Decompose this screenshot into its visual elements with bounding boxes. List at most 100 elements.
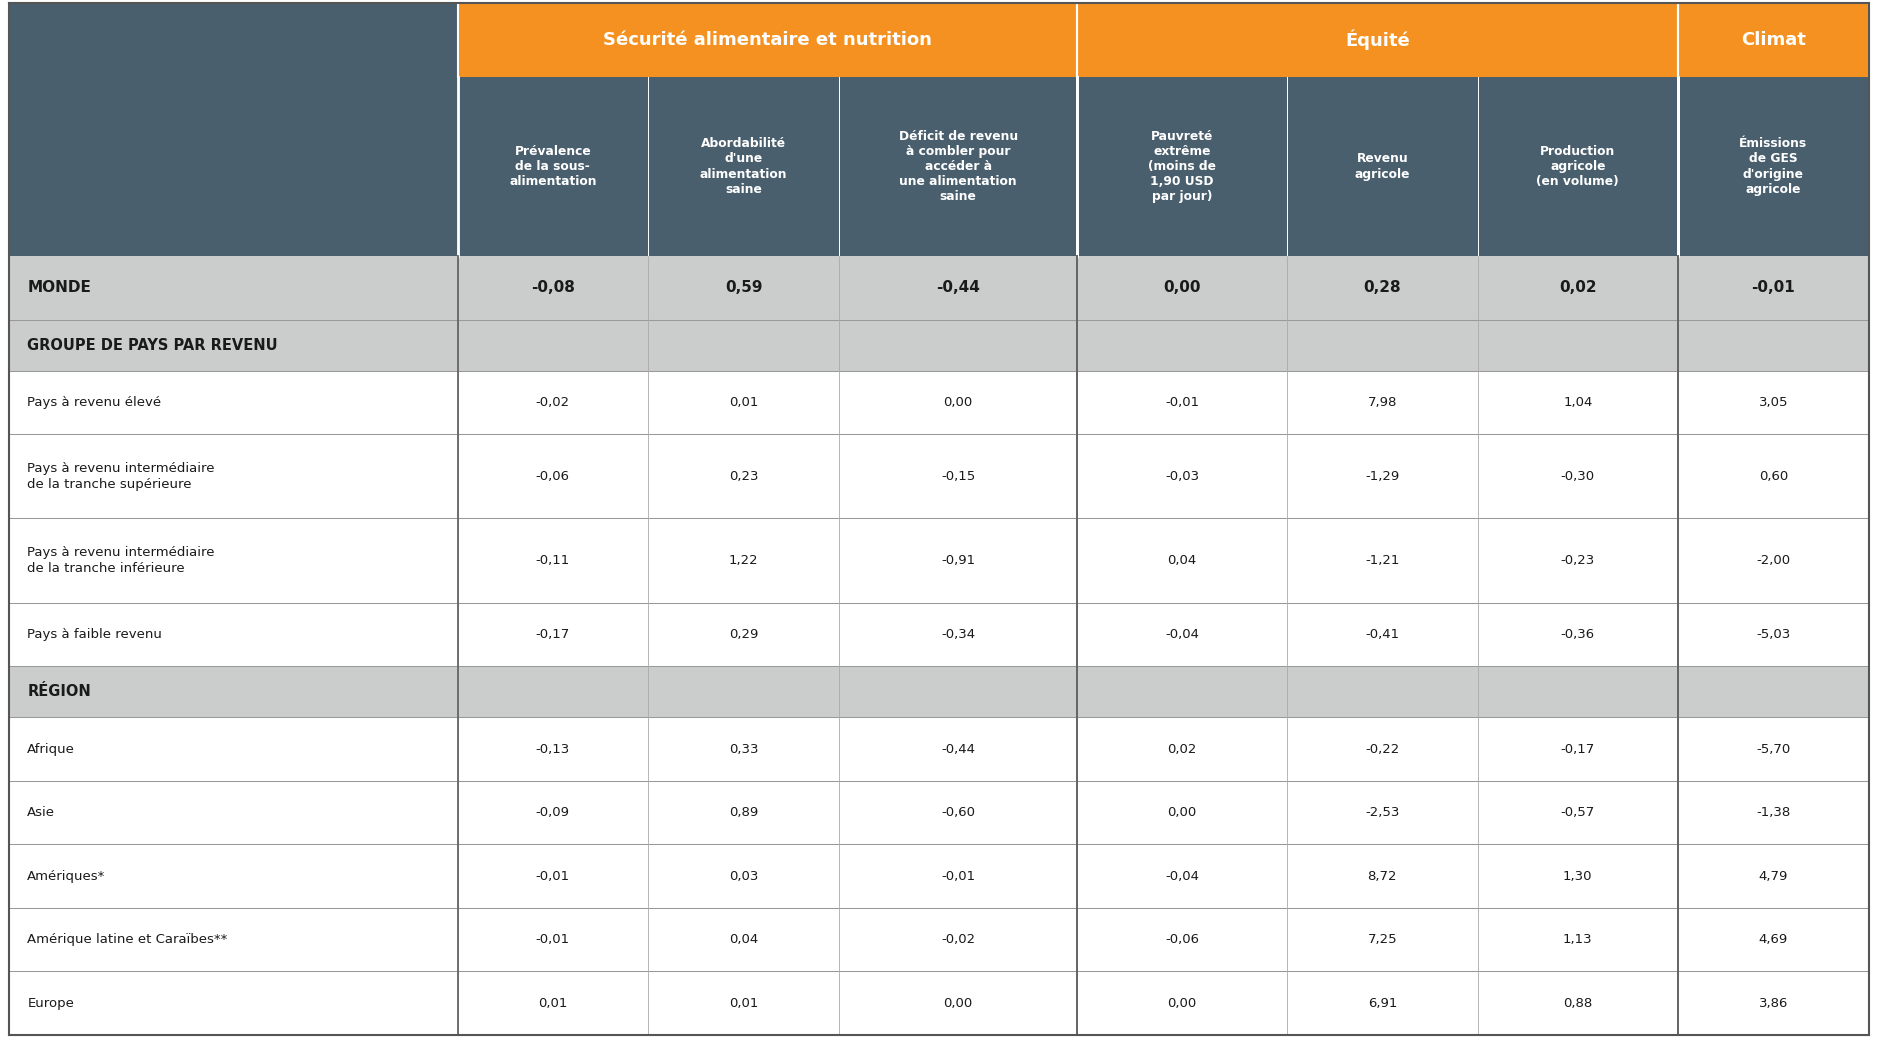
Text: 0,01: 0,01 — [539, 996, 567, 1010]
Text: Asie: Asie — [28, 807, 54, 819]
Text: 0,33: 0,33 — [729, 742, 759, 756]
Text: 1,13: 1,13 — [1562, 933, 1593, 946]
Text: -0,06: -0,06 — [535, 470, 569, 483]
Text: -0,57: -0,57 — [1561, 807, 1594, 819]
Text: -0,08: -0,08 — [531, 280, 575, 296]
Text: Émissions
de GES
d'origine
agricole: Émissions de GES d'origine agricole — [1739, 137, 1807, 196]
Text: Abordabilité
d'une
alimentation
saine: Abordabilité d'une alimentation saine — [700, 137, 787, 196]
Text: 0,04: 0,04 — [1168, 554, 1196, 567]
Text: 0,00: 0,00 — [943, 996, 973, 1010]
Text: -0,23: -0,23 — [1561, 554, 1594, 567]
Text: -0,11: -0,11 — [535, 554, 571, 567]
Bar — [9, 77, 1869, 256]
Text: 0,02: 0,02 — [1559, 280, 1596, 296]
Text: 3,05: 3,05 — [1758, 397, 1788, 409]
Text: Afrique: Afrique — [28, 742, 75, 756]
Text: -0,60: -0,60 — [941, 807, 975, 819]
Bar — [9, 666, 1869, 717]
Text: 4,69: 4,69 — [1758, 933, 1788, 946]
Text: -0,06: -0,06 — [1164, 933, 1200, 946]
Text: -0,01: -0,01 — [535, 870, 569, 882]
Text: 4,79: 4,79 — [1758, 870, 1788, 882]
Bar — [9, 519, 1869, 602]
Text: Europe: Europe — [28, 996, 75, 1010]
Text: -0,17: -0,17 — [1561, 742, 1594, 756]
Text: Amérique latine et Caraïbes**: Amérique latine et Caraïbes** — [28, 933, 227, 946]
Text: Climat: Climat — [1741, 31, 1807, 49]
Text: -0,09: -0,09 — [535, 807, 569, 819]
Text: 0,01: 0,01 — [729, 996, 759, 1010]
Text: -0,02: -0,02 — [941, 933, 975, 946]
Text: -0,01: -0,01 — [1752, 280, 1795, 296]
Text: -0,91: -0,91 — [941, 554, 975, 567]
Text: -0,13: -0,13 — [535, 742, 571, 756]
Bar — [1078, 3, 1677, 77]
Text: 0,28: 0,28 — [1363, 280, 1401, 296]
Text: 1,04: 1,04 — [1562, 397, 1593, 409]
Text: Pays à revenu intermédiaire
de la tranche inférieure: Pays à revenu intermédiaire de la tranch… — [28, 546, 214, 575]
Text: 0,00: 0,00 — [1162, 280, 1200, 296]
Text: 0,03: 0,03 — [729, 870, 759, 882]
Text: 0,29: 0,29 — [729, 628, 759, 640]
Text: Équité: Équité — [1345, 30, 1410, 50]
Text: -0,04: -0,04 — [1164, 870, 1200, 882]
Text: Pays à revenu élevé: Pays à revenu élevé — [28, 397, 162, 409]
Bar — [9, 908, 1869, 972]
Text: -5,70: -5,70 — [1756, 742, 1790, 756]
Text: -0,44: -0,44 — [935, 280, 980, 296]
Text: -0,01: -0,01 — [535, 933, 569, 946]
Text: 1,30: 1,30 — [1562, 870, 1593, 882]
Text: 3,86: 3,86 — [1758, 996, 1788, 1010]
Text: Prévalence
de la sous-
alimentation: Prévalence de la sous- alimentation — [509, 145, 597, 188]
Bar — [9, 371, 1869, 435]
Text: 0,89: 0,89 — [729, 807, 759, 819]
Bar — [9, 844, 1869, 908]
Bar — [1677, 3, 1869, 77]
Text: -0,15: -0,15 — [941, 470, 975, 483]
Text: -1,29: -1,29 — [1365, 470, 1399, 483]
Text: 0,00: 0,00 — [1168, 807, 1196, 819]
Text: -0,01: -0,01 — [1164, 397, 1200, 409]
Bar — [458, 3, 1078, 77]
Text: 0,23: 0,23 — [729, 470, 759, 483]
Text: -1,38: -1,38 — [1756, 807, 1790, 819]
Text: RÉGION: RÉGION — [28, 684, 90, 700]
Text: -0,17: -0,17 — [535, 628, 571, 640]
Text: -1,21: -1,21 — [1365, 554, 1399, 567]
Bar — [9, 256, 1869, 320]
Text: Amériques*: Amériques* — [28, 870, 105, 882]
Text: 0,59: 0,59 — [725, 280, 762, 296]
Bar — [9, 602, 1869, 666]
Text: -0,22: -0,22 — [1365, 742, 1399, 756]
Text: Sécurité alimentaire et nutrition: Sécurité alimentaire et nutrition — [603, 31, 931, 49]
Text: -2,00: -2,00 — [1756, 554, 1790, 567]
Text: 7,98: 7,98 — [1367, 397, 1397, 409]
Text: 6,91: 6,91 — [1367, 996, 1397, 1010]
Text: -2,53: -2,53 — [1365, 807, 1399, 819]
Text: 0,00: 0,00 — [943, 397, 973, 409]
Text: GROUPE DE PAYS PAR REVENU: GROUPE DE PAYS PAR REVENU — [28, 337, 278, 353]
Text: Production
agricole
(en volume): Production agricole (en volume) — [1536, 145, 1619, 188]
Bar — [9, 972, 1869, 1035]
Text: Revenu
agricole: Revenu agricole — [1354, 153, 1410, 181]
Text: -5,03: -5,03 — [1756, 628, 1790, 640]
Bar — [9, 717, 1869, 781]
Text: -0,34: -0,34 — [941, 628, 975, 640]
Bar — [9, 320, 1869, 371]
Text: 7,25: 7,25 — [1367, 933, 1397, 946]
Text: 0,04: 0,04 — [729, 933, 759, 946]
Text: -0,01: -0,01 — [941, 870, 975, 882]
Text: 1,22: 1,22 — [729, 554, 759, 567]
Text: -0,04: -0,04 — [1164, 628, 1200, 640]
Text: 0,88: 0,88 — [1562, 996, 1593, 1010]
Text: -0,41: -0,41 — [1365, 628, 1399, 640]
Text: Pays à revenu intermédiaire
de la tranche supérieure: Pays à revenu intermédiaire de la tranch… — [28, 462, 214, 491]
Text: Pays à faible revenu: Pays à faible revenu — [28, 628, 162, 640]
Text: -0,44: -0,44 — [941, 742, 975, 756]
Text: -0,02: -0,02 — [535, 397, 569, 409]
Bar — [9, 781, 1869, 844]
Text: Pauvreté
extrême
(moins de
1,90 USD
par jour): Pauvreté extrême (moins de 1,90 USD par … — [1147, 130, 1217, 203]
Text: -0,03: -0,03 — [1164, 470, 1200, 483]
Bar — [9, 3, 458, 77]
Text: 0,00: 0,00 — [1168, 996, 1196, 1010]
